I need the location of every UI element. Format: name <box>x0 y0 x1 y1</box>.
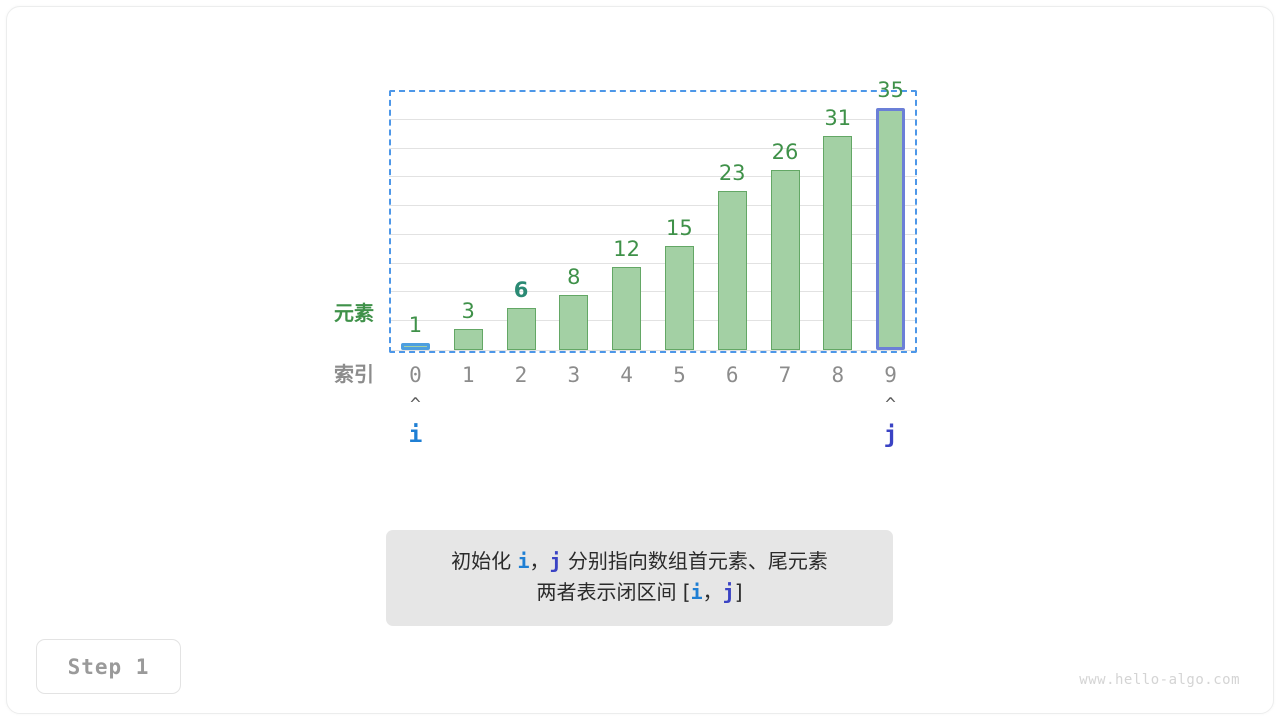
bar-2[interactable] <box>507 308 536 350</box>
pointer-label-j: j <box>883 422 898 448</box>
axis-label-index: 索引 <box>334 362 374 386</box>
gridline <box>389 320 917 321</box>
bar-chart-plot <box>389 90 917 351</box>
value-label-7: 26 <box>771 140 799 164</box>
caption-j-token-2: j <box>722 580 735 604</box>
caption-text: 初始化 <box>451 549 518 573</box>
bar-4[interactable] <box>612 267 641 350</box>
gridline <box>389 119 917 120</box>
gridline <box>389 176 917 177</box>
caption-sep: ， <box>529 549 550 573</box>
gridline <box>389 263 917 264</box>
bar-7[interactable] <box>771 170 800 350</box>
bar-1[interactable] <box>454 329 483 350</box>
bar-0[interactable] <box>401 343 430 350</box>
index-label-2: 2 <box>514 363 528 387</box>
value-label-2: 6 <box>513 278 529 302</box>
index-label-3: 3 <box>567 363 581 387</box>
pointer-caret-j: ^ <box>885 394 897 415</box>
caption-j-token: j <box>549 549 562 573</box>
step-badge: Step 1 <box>36 639 181 694</box>
gridline <box>389 148 917 149</box>
caption-sep-2: ， <box>702 580 723 604</box>
pointer-label-i: i <box>408 422 423 448</box>
bar-6[interactable] <box>718 191 747 350</box>
gridline <box>389 205 917 206</box>
caption-i-token-2: i <box>690 580 703 604</box>
index-label-5: 5 <box>673 363 686 387</box>
array-range-box <box>389 90 917 353</box>
chart-gridlines <box>389 90 917 352</box>
value-label-9: 35 <box>877 78 904 102</box>
index-label-8: 8 <box>831 363 845 387</box>
bar-9[interactable] <box>876 108 905 350</box>
gridline <box>389 291 917 292</box>
value-label-8: 31 <box>824 106 852 130</box>
value-label-1: 3 <box>461 299 475 323</box>
value-label-4: 12 <box>613 237 640 261</box>
value-label-3: 8 <box>567 265 581 289</box>
pointer-caret-i: ^ <box>409 394 421 415</box>
caption-line-1: 初始化 i，j 分别指向数组首元素、尾元素 <box>396 546 883 577</box>
axis-label-elements: 元素 <box>334 301 374 325</box>
index-label-1: 1 <box>461 363 475 387</box>
caption-line-2: 两者表示闭区间 [i，j] <box>396 577 883 608</box>
value-label-5: 15 <box>666 216 693 240</box>
value-label-6: 23 <box>718 161 746 185</box>
watermark: www.hello-algo.com <box>1079 672 1240 688</box>
index-label-0: 0 <box>409 363 422 387</box>
bar-8[interactable] <box>823 136 852 350</box>
bar-3[interactable] <box>559 295 588 350</box>
caption-text-3: 两者表示闭区间 [ <box>536 580 691 604</box>
baseline <box>389 350 917 351</box>
gridline <box>389 234 917 235</box>
index-label-6: 6 <box>725 363 739 387</box>
value-label-0: 1 <box>408 313 423 337</box>
index-label-7: 7 <box>778 363 792 387</box>
caption-i-token: i <box>517 549 530 573</box>
index-label-4: 4 <box>620 363 633 387</box>
caption-text-4: ] <box>734 580 743 604</box>
bar-5[interactable] <box>665 246 694 350</box>
caption-text-2: 分别指向数组首元素、尾元素 <box>561 549 828 573</box>
index-label-9: 9 <box>884 363 897 387</box>
caption-box: 初始化 i，j 分别指向数组首元素、尾元素 两者表示闭区间 [i，j] <box>386 530 893 626</box>
